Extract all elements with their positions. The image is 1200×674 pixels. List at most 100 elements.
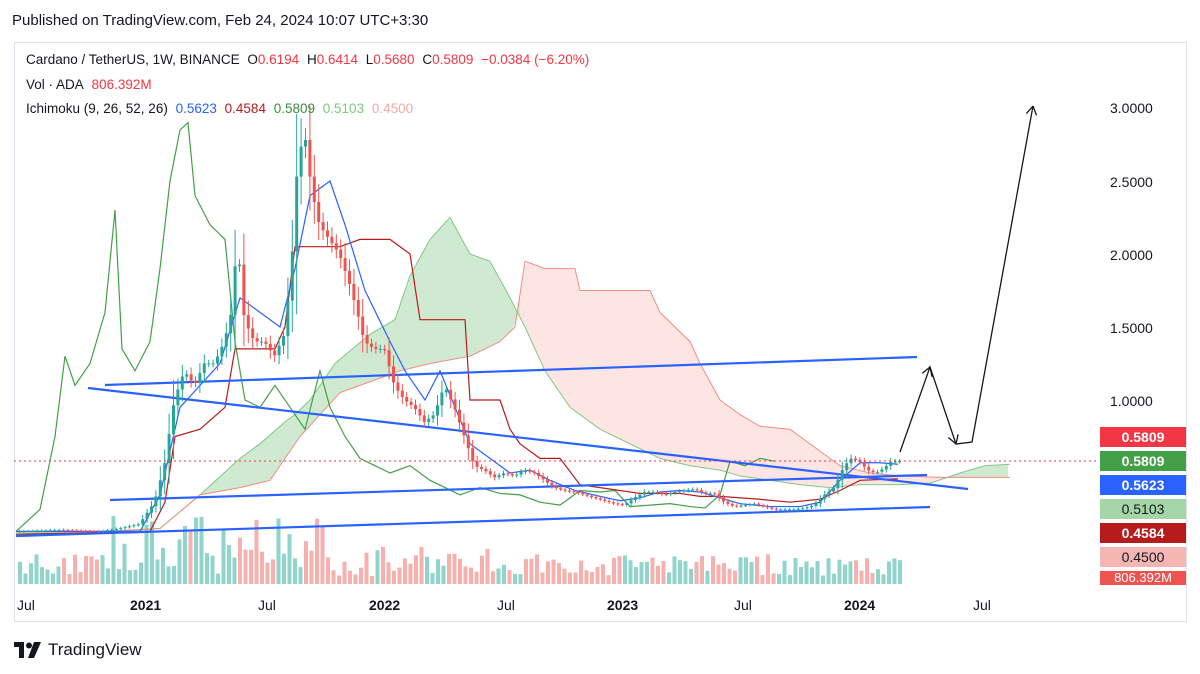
candle-body [246, 315, 250, 329]
volume-bar [843, 564, 847, 584]
candle-body [722, 497, 725, 502]
volume-bar [364, 552, 369, 584]
volume-bar [370, 576, 374, 584]
volume-bar [199, 516, 204, 584]
volume-bar [573, 572, 578, 584]
volume-bar [562, 568, 567, 584]
candle-body [136, 524, 140, 526]
volume-bar [738, 557, 743, 584]
candle-body [334, 243, 338, 250]
volume-bar [155, 559, 160, 584]
candle-body [554, 485, 558, 489]
volume-bar [232, 557, 237, 584]
candle-body [97, 531, 101, 533]
candle-body [528, 470, 532, 472]
tradingview-logo-icon [14, 642, 41, 658]
candle-body [510, 474, 514, 476]
volume-bar [419, 547, 424, 584]
candle-body [392, 366, 395, 383]
volume-bar [705, 570, 710, 584]
lower-trendline [15, 505, 931, 538]
candle-body [255, 338, 259, 342]
price-chart[interactable] [14, 42, 1187, 622]
candle-body [440, 392, 444, 406]
volume-bar [403, 558, 407, 584]
volume-bar [84, 556, 88, 584]
x-tick: Jul [17, 597, 35, 613]
volume-bar [502, 564, 506, 584]
volume-bar [755, 556, 759, 584]
volume-bar [133, 569, 138, 584]
tradingview-logo[interactable]: TradingView [14, 640, 142, 660]
volume-bar [276, 518, 281, 584]
volume-bar [832, 573, 836, 584]
candle-body [471, 448, 475, 462]
candle-body [370, 343, 373, 347]
x-tick: Jul [734, 597, 752, 613]
candle-body [44, 530, 48, 532]
legend-ichimoku: Ichimoku (9, 26, 52, 26) 0.5623 0.4584 0… [26, 101, 417, 116]
volume-bar [821, 575, 825, 584]
projection-arrowhead-1 [921, 366, 933, 377]
ichimoku-lagging-value: 0.5809 [273, 101, 316, 116]
ichimoku-lines [15, 121, 899, 535]
volume-bar [496, 568, 501, 584]
candle-body [295, 176, 299, 252]
cloud-red-segment [520, 262, 948, 488]
candle-body [330, 236, 334, 244]
candle-body [805, 507, 809, 509]
volume-bar [645, 561, 649, 584]
volume-bar [183, 525, 187, 584]
y-tick: 1.5000 [1110, 320, 1153, 336]
candle-body [123, 527, 127, 529]
candle-body [106, 530, 109, 532]
candle-body [889, 461, 893, 466]
candle-body [40, 530, 43, 532]
volume-bar [172, 565, 176, 584]
volume-bar [617, 556, 622, 584]
volume-bar [771, 573, 776, 584]
ichimoku-label: Ichimoku (9, 26, 52, 26) [26, 101, 168, 116]
volume-bar [452, 553, 457, 584]
candle-body [317, 201, 321, 223]
volume-bar [78, 572, 83, 584]
projection-path [899, 105, 1034, 453]
volume-bar [166, 566, 171, 584]
candle-body [717, 493, 721, 498]
candle-body [409, 401, 413, 405]
volume-bar [524, 559, 528, 584]
volume-bar [436, 559, 440, 584]
candle-body [818, 498, 822, 504]
candle-body [383, 348, 387, 351]
candle-body [766, 506, 769, 508]
lagging-span-tag: 0.5809 [1100, 451, 1186, 471]
candle-body [62, 529, 65, 531]
low-value: 0.5680 [373, 52, 415, 67]
volume-bar [634, 567, 638, 584]
candle-body [550, 482, 554, 486]
candle-body [224, 333, 228, 347]
candle-body [581, 493, 585, 495]
candle-body [66, 530, 70, 532]
candle-body [132, 525, 136, 527]
candle-body [616, 503, 620, 505]
descending-trendline [87, 386, 969, 491]
candle-body [400, 390, 404, 398]
volume-bar [128, 570, 132, 584]
candle-body [792, 509, 796, 511]
candle-body [145, 512, 149, 520]
candle-body [488, 471, 492, 475]
volume-bar [639, 561, 644, 584]
candle-body [431, 415, 435, 419]
ichimoku-base-value: 0.4584 [224, 101, 266, 116]
candle-body [374, 346, 378, 349]
candle-body [405, 397, 409, 402]
high-value: 0.6414 [316, 52, 358, 67]
volume-bar [667, 572, 671, 584]
volume-bar [799, 566, 803, 584]
base-line [15, 238, 899, 535]
volume-bar [238, 537, 242, 584]
volume-bar [507, 570, 512, 584]
trendlines[interactable] [15, 105, 1038, 538]
candle-body [603, 499, 607, 501]
